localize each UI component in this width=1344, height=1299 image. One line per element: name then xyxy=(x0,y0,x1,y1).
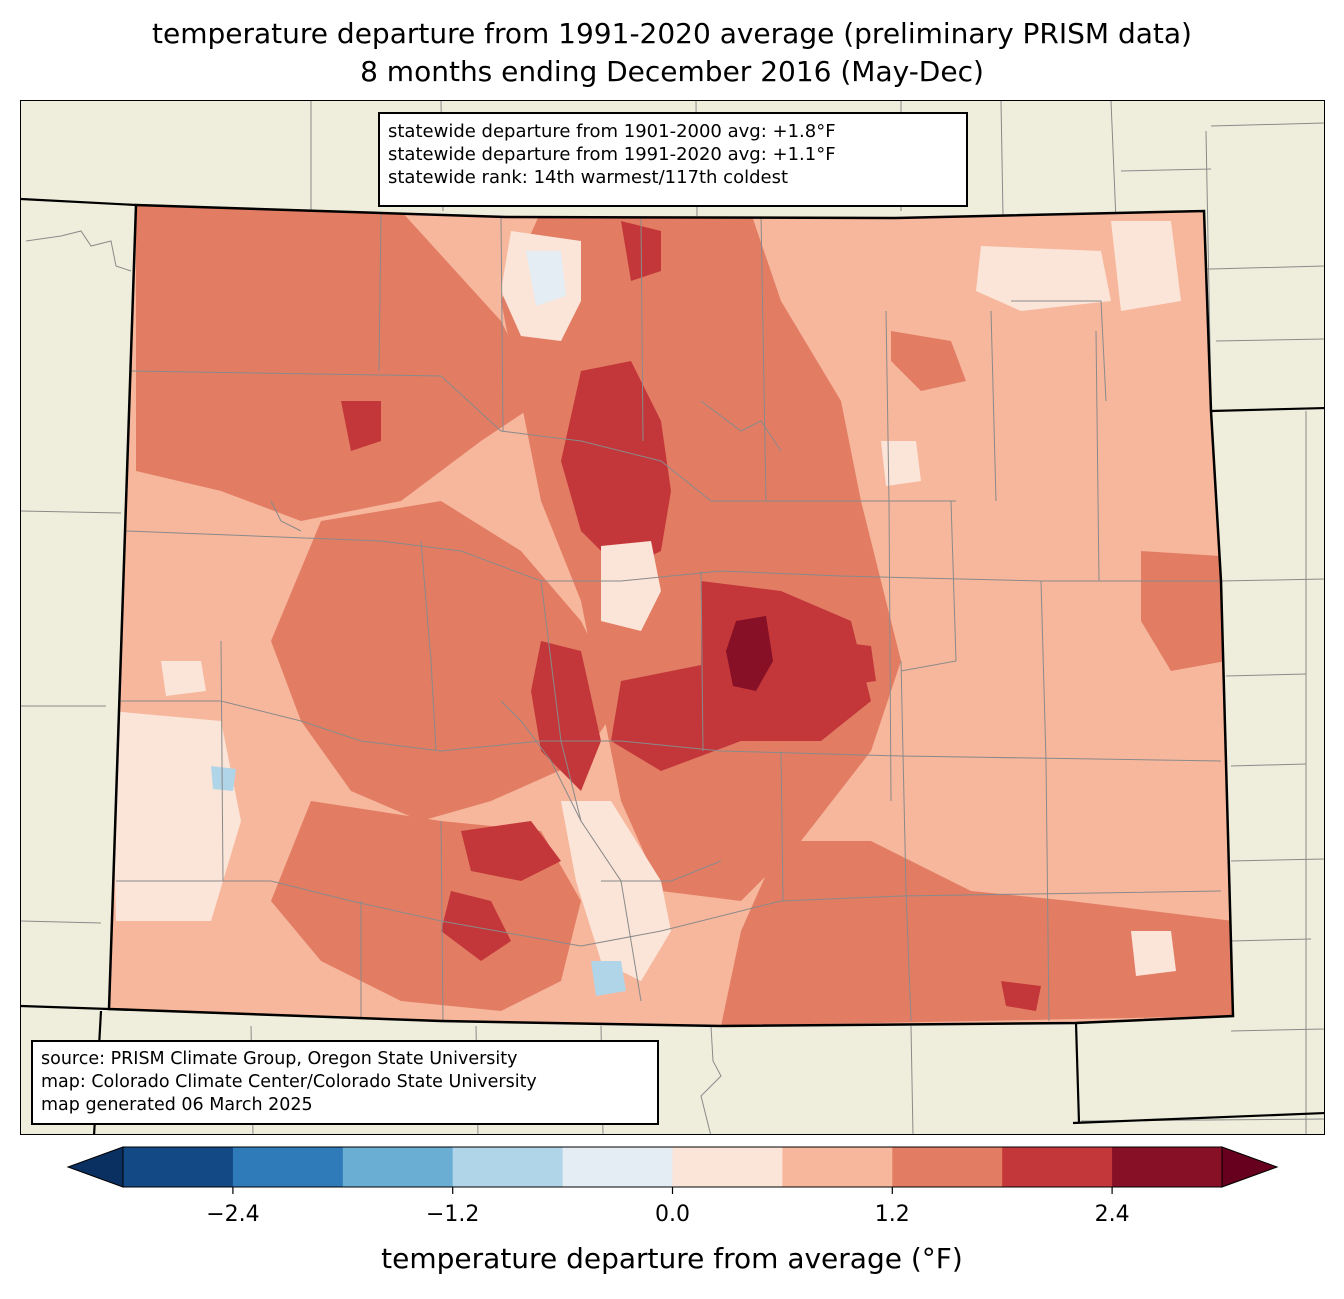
colorbar-label: temperature departure from average (°F) xyxy=(381,1242,963,1275)
field-san-juan-core xyxy=(461,821,561,881)
field-park-range-core xyxy=(561,361,671,571)
field-northeast-light xyxy=(976,246,1111,311)
generated-date-line: map generated 06 March 2025 xyxy=(41,1095,313,1115)
field-san-luis-light xyxy=(561,801,671,981)
field-se-core xyxy=(1001,981,1041,1011)
colorbar: −2.4 −1.2 0.0 1.2 2.4 xyxy=(66,1146,1279,1227)
colorbar-bin xyxy=(232,1147,344,1187)
colorbar-tick-label: 1.2 xyxy=(875,1202,910,1227)
colorado-map xyxy=(21,101,1324,1134)
colorado-county-lines xyxy=(116,212,1222,1022)
colorbar-bin xyxy=(1002,1147,1113,1187)
temperature-field xyxy=(109,205,1233,1026)
source-box: source: PRISM Climate Group, Oregon Stat… xyxy=(31,1040,659,1125)
map-frame xyxy=(20,100,1325,1135)
colorado-state-border xyxy=(107,203,1235,1028)
map-subtitle: 8 months ending December 2016 (May-Dec) xyxy=(360,55,984,88)
statewide-stats-box: statewide departure from 1901-2000 avg: … xyxy=(378,112,968,207)
field-northeast-spot xyxy=(891,331,966,391)
field-northwest-zone xyxy=(136,205,541,521)
map-title: temperature departure from 1991-2020 ave… xyxy=(152,17,1192,50)
field-southeast-zone xyxy=(721,841,1233,1026)
field-west-light xyxy=(161,661,206,696)
stats-rank: statewide rank: 14th warmest/117th colde… xyxy=(388,167,789,188)
stats-departure-1901-2000: statewide departure from 1901-2000 avg: … xyxy=(388,121,836,142)
colorbar-ticks: −2.4 −1.2 0.0 1.2 2.4 xyxy=(206,1187,1130,1227)
colorbar-bin xyxy=(892,1147,1003,1187)
field-four-corners-light xyxy=(111,711,241,921)
colorbar-over-extension xyxy=(1221,1146,1279,1188)
field-plains-light-1 xyxy=(881,441,921,486)
field-san-luis-cool xyxy=(591,961,626,996)
field-north-park-cool xyxy=(526,251,566,306)
colorbar-bins xyxy=(66,1146,1279,1188)
colorbar-tick-label: 2.4 xyxy=(1095,1202,1130,1227)
field-southwest-core xyxy=(441,891,511,961)
map-credit-line: map: Colorado Climate Center/Colorado St… xyxy=(41,1072,537,1092)
field-se-light xyxy=(1131,931,1176,976)
colorbar-tick-label: 0.0 xyxy=(655,1202,690,1227)
colorbar-tick-label: −1.2 xyxy=(426,1202,479,1227)
source-line: source: PRISM Climate Group, Oregon Stat… xyxy=(41,1049,518,1069)
colorbar-bin xyxy=(123,1147,234,1187)
colorbar-bin xyxy=(1112,1147,1223,1187)
field-ne-corner-light xyxy=(1111,221,1181,311)
colorbar-bin xyxy=(562,1147,673,1187)
colorbar-bin xyxy=(342,1147,454,1187)
field-sawatch-core xyxy=(531,641,601,791)
field-four-corners-cool xyxy=(211,766,236,791)
colorbar-bin xyxy=(782,1147,893,1187)
colorbar-bin xyxy=(452,1147,564,1187)
field-south-park-light xyxy=(601,541,661,631)
colorbar-tick-label: −2.4 xyxy=(206,1202,259,1227)
field-peak-core xyxy=(726,616,773,691)
field-central-mountain-zone xyxy=(271,501,621,821)
stats-departure-1991-2020: statewide departure from 1991-2020 avg: … xyxy=(388,144,836,165)
field-west-core xyxy=(341,401,381,451)
colorbar-bin xyxy=(672,1147,783,1187)
field-east-springs-core xyxy=(831,641,876,686)
colorbar-under-extension xyxy=(66,1146,124,1188)
